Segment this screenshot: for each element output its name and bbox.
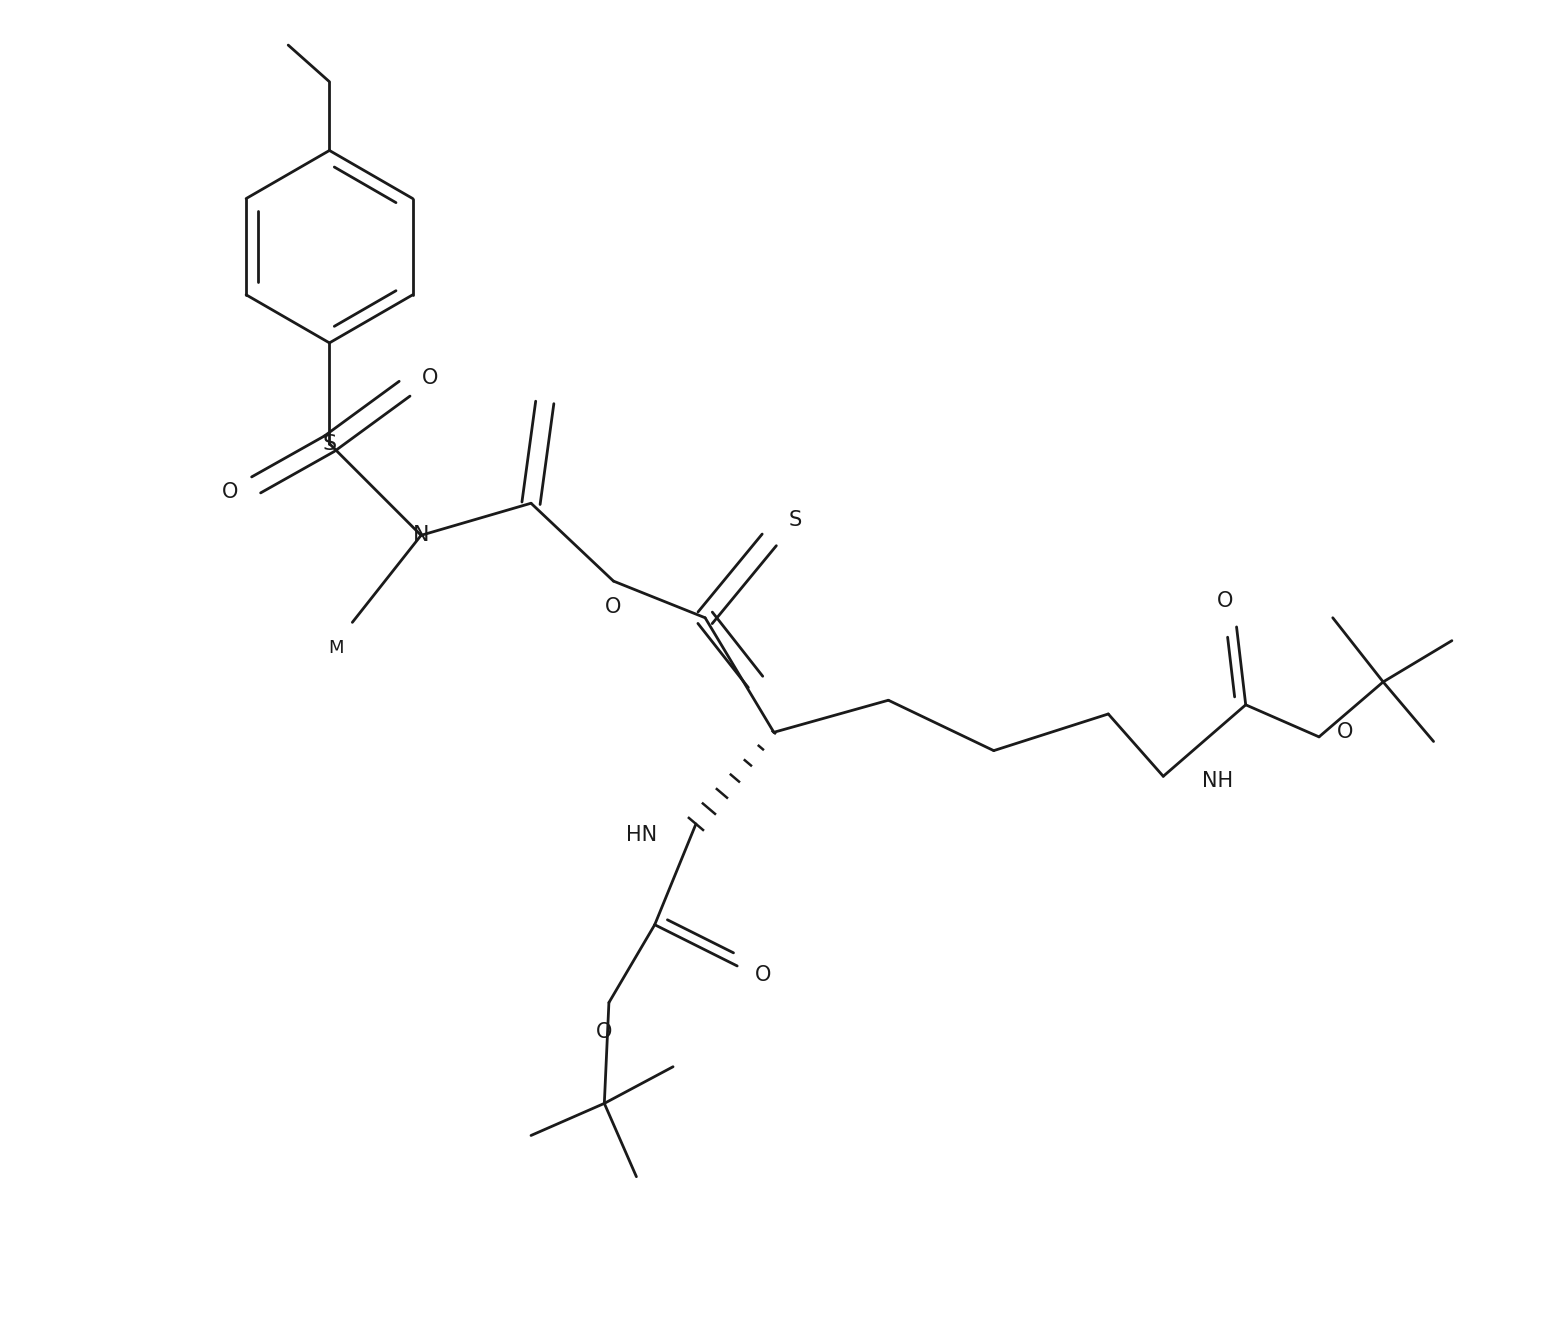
Text: O: O xyxy=(606,597,622,617)
Text: O: O xyxy=(1217,592,1234,612)
Text: HN: HN xyxy=(626,825,658,845)
Text: O: O xyxy=(222,482,238,502)
Text: N: N xyxy=(413,526,429,546)
Text: S: S xyxy=(323,434,337,453)
Text: O: O xyxy=(755,965,770,985)
Text: NH: NH xyxy=(1201,771,1232,791)
Text: O: O xyxy=(1336,722,1353,742)
Text: M: M xyxy=(329,639,343,656)
Text: O: O xyxy=(597,1021,612,1043)
Text: S: S xyxy=(788,510,802,530)
Text: O: O xyxy=(423,368,438,387)
